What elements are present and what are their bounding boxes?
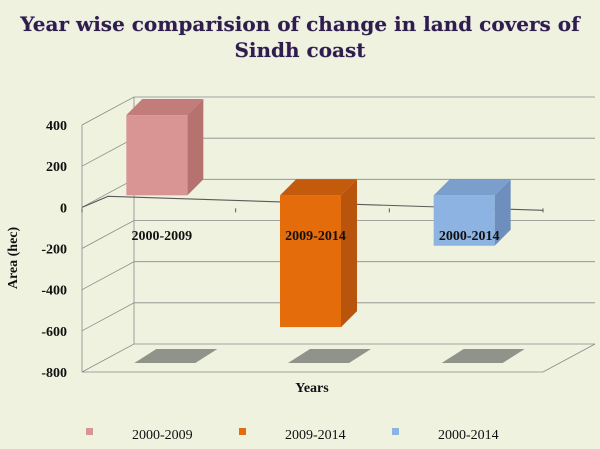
legend-swatch-2009-2014	[239, 428, 246, 435]
legend: 2000-2009 2009-2014 2000-2014	[86, 428, 499, 443]
bar-2009-2014	[280, 179, 357, 328]
gridlines	[81, 96, 596, 373]
legend-label: 2009-2014	[285, 428, 346, 443]
bar-2000-2009	[126, 99, 204, 196]
bar-side-face	[187, 99, 204, 196]
legend-label: 2000-2014	[438, 428, 499, 443]
bars	[126, 99, 511, 328]
bar-front-face	[126, 115, 188, 196]
zero-axis	[81, 195, 544, 211]
floor-shadows	[134, 349, 525, 363]
bar-top-face	[126, 99, 204, 116]
legend-swatch-2000-2009	[86, 428, 93, 435]
y-axis-tick-labels: 400 200 0 -200 -400 -600 -800	[41, 119, 67, 381]
y-tick-label: -600	[41, 325, 67, 340]
x-category-label: 2000-2014	[439, 229, 500, 244]
bar-top-face	[433, 179, 511, 196]
x-axis-label: Years	[295, 381, 329, 396]
bar-floor-shadow	[134, 349, 218, 363]
y-tick-label: 400	[46, 119, 67, 134]
x-category-label: 2000-2009	[131, 229, 192, 244]
y-tick-label: -800	[41, 366, 67, 381]
bar-side-face	[494, 179, 511, 246]
bar-side-face	[341, 179, 357, 328]
y-tick-label: 200	[46, 160, 67, 175]
bar-floor-shadow	[288, 349, 371, 363]
y-tick-label: 0	[60, 201, 67, 216]
x-axis-category-labels: 2000-2009 2009-2014 2000-2014	[131, 229, 499, 244]
bar-front-face	[280, 195, 341, 328]
chart-title-line-2: Sindh coast	[234, 38, 366, 62]
chart-title-line-1: Year wise comparision of change in land …	[19, 12, 581, 36]
x-category-label: 2009-2014	[285, 229, 346, 244]
y-axis-label: Area (hec)	[6, 227, 21, 290]
bar-top-face	[280, 179, 357, 196]
legend-swatch-2000-2014	[392, 428, 399, 435]
y-tick-label: -400	[41, 284, 67, 299]
bar-2000-2014	[433, 179, 511, 246]
legend-label: 2000-2009	[132, 428, 193, 443]
y-tick-label: -200	[41, 243, 67, 258]
floor-right-edge	[542, 343, 596, 373]
bar-front-face	[433, 195, 495, 246]
bar-floor-shadow	[441, 349, 525, 363]
